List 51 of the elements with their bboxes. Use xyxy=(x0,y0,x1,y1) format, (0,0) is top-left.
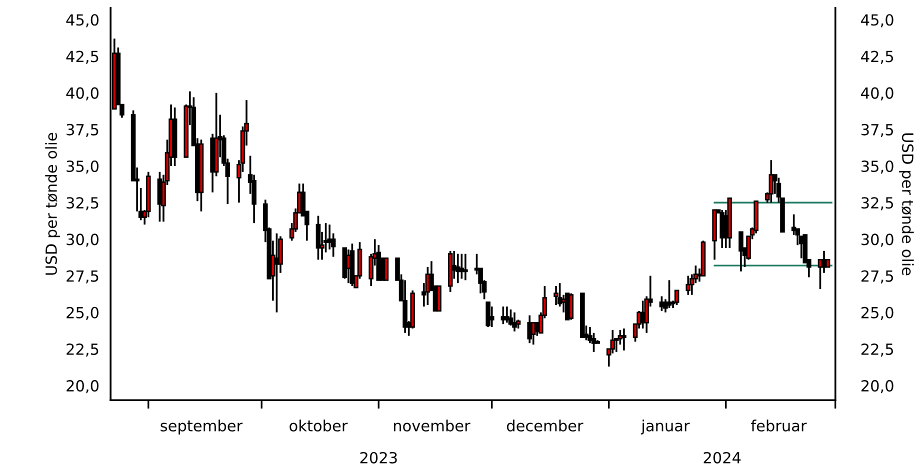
y-tick-label: 22,5 xyxy=(66,343,98,357)
candlestick xyxy=(455,252,460,284)
y-tick-label: 32,5 xyxy=(66,197,98,210)
candlestick xyxy=(554,285,558,306)
candlestick xyxy=(674,290,680,306)
text: 2023 xyxy=(360,452,397,464)
y2-tick-label: 20,0 xyxy=(861,380,894,394)
y-tick-label: 37,5 xyxy=(66,124,98,138)
candlestick xyxy=(738,230,744,272)
candlestick xyxy=(327,224,332,250)
y-tick-label: 20,0 xyxy=(66,380,99,394)
x-tick-label: oktober xyxy=(290,420,348,432)
candlestick xyxy=(527,314,532,344)
candlestick xyxy=(512,311,517,332)
y2-axis-title: USD per tønde olie xyxy=(899,133,914,276)
y-tick-label: 45,0 xyxy=(66,14,99,28)
y2-tick-label: 30,0 xyxy=(861,234,894,247)
candlestick xyxy=(316,214,321,261)
x-tick-label: december xyxy=(506,420,584,432)
y-tick-label: 27,5 xyxy=(66,270,98,284)
y2-tick-label: 40,0 xyxy=(861,87,894,100)
y2-tick-label: 27,5 xyxy=(861,270,894,284)
text: 2024 xyxy=(704,452,741,464)
x-tick-label: september xyxy=(160,420,243,434)
candlestick xyxy=(610,329,616,354)
y2-tick-label: 25,0 xyxy=(861,306,894,320)
y2-tick-label: 42,5 xyxy=(861,50,894,64)
y-tick-label: 25,0 xyxy=(66,306,99,320)
candlestick xyxy=(463,252,468,282)
y2-tick-label: 45,0 xyxy=(861,14,894,28)
y-axis-title: USD per tønde olie xyxy=(45,132,60,275)
x-tick-label: januar xyxy=(640,420,690,434)
y-tick-label: 40,0 xyxy=(66,87,99,100)
candlestick xyxy=(504,306,510,324)
y2-tick-label: 35,0 xyxy=(861,160,894,174)
y2-tick-label: 22,5 xyxy=(861,343,894,357)
y-tick-label: 30,0 xyxy=(66,234,99,247)
candlestick xyxy=(384,258,389,281)
x-tick-label: november xyxy=(394,420,470,432)
candlestick xyxy=(666,279,672,309)
y-tick-label: 42,5 xyxy=(66,50,98,64)
x-tick-label: februar xyxy=(751,420,807,432)
y-tick-label: 35,0 xyxy=(66,160,99,174)
candlestick xyxy=(622,328,626,352)
candlestick xyxy=(530,322,536,346)
candlestick xyxy=(489,306,494,328)
candlestick xyxy=(486,301,490,328)
y2-tick-label: 32,5 xyxy=(861,197,894,210)
y2-tick-label: 37,5 xyxy=(861,124,894,138)
candlestick xyxy=(568,292,574,321)
candlestick xyxy=(686,274,691,296)
